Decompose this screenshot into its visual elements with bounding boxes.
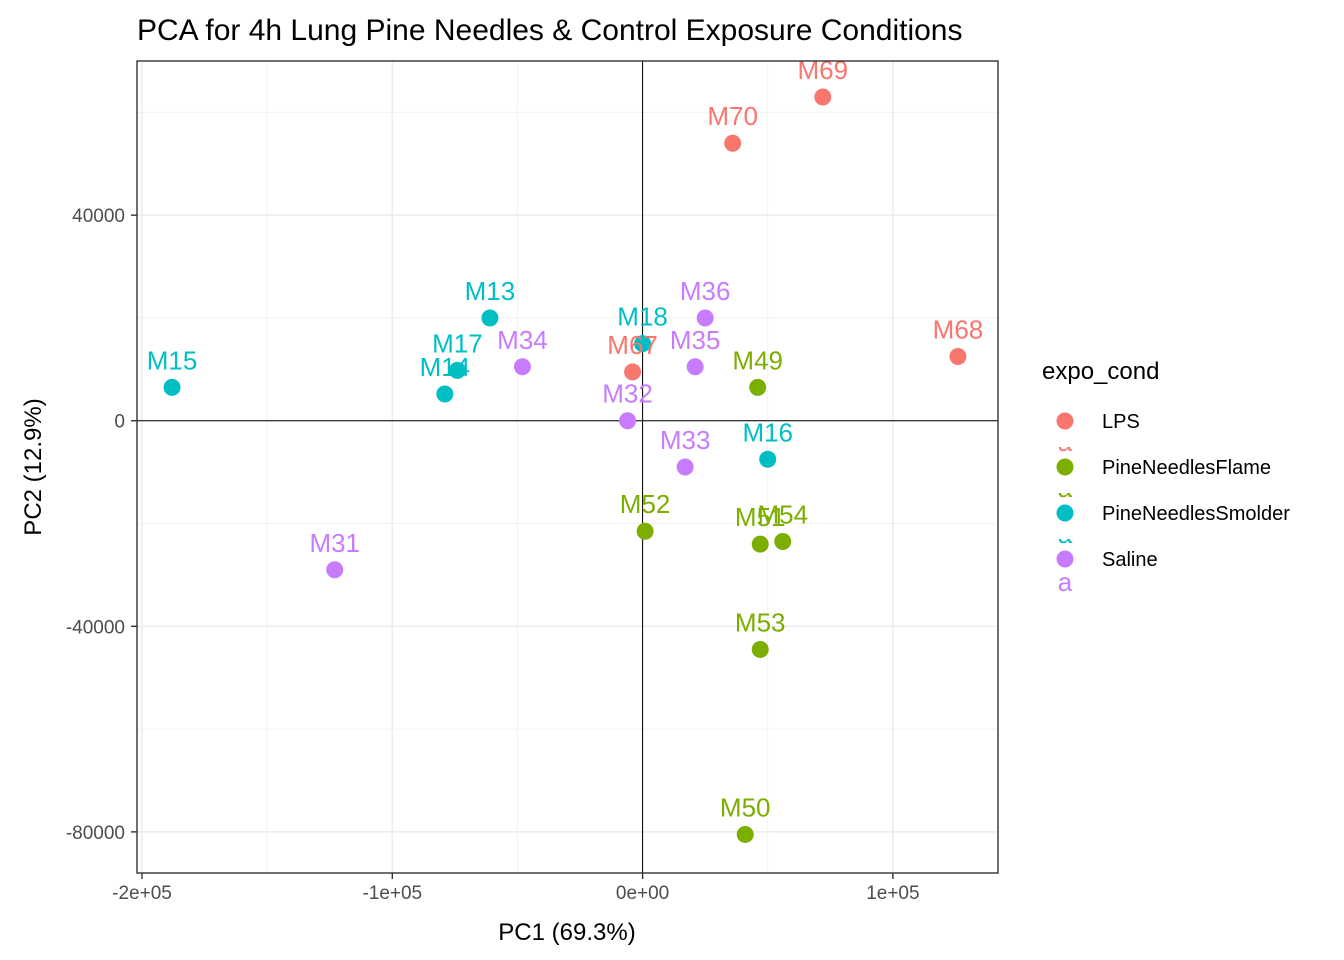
point-label-m68: M68 — [933, 315, 984, 345]
x-tick-label: -1e+05 — [362, 883, 422, 904]
point-label-m51: M51 — [735, 502, 786, 532]
x-tick-label: 0e+00 — [616, 883, 669, 904]
data-point-m53 — [751, 640, 769, 658]
legend-label: Saline — [1102, 549, 1158, 571]
legend-label: PineNeedlesSmolder — [1102, 503, 1290, 525]
x-axis-ticks: -2e+05 -1e+05 0e+00 1e+05 — [112, 873, 920, 904]
data-point-m33 — [676, 458, 694, 476]
data-point-m70 — [724, 134, 742, 152]
data-point-m35 — [686, 358, 704, 376]
point-label-m69: M69 — [798, 55, 849, 85]
legend-label: LPS — [1102, 411, 1140, 433]
x-axis-title: PC1 (69.3%) — [498, 919, 635, 946]
point-label-m15: M15 — [147, 345, 198, 375]
point-label-m33: M33 — [660, 425, 711, 455]
chart-title: PCA for 4h Lung Pine Needles & Control E… — [137, 14, 962, 47]
data-point-m36 — [696, 309, 714, 327]
x-tick-label: -2e+05 — [112, 883, 172, 904]
point-label-m13: M13 — [465, 276, 516, 306]
legend-key-point — [1056, 504, 1074, 522]
legend-key-mask — [1050, 432, 1080, 447]
point-label-m31: M31 — [309, 528, 360, 558]
x-tick-label: 1e+05 — [866, 883, 919, 904]
point-label-m36: M36 — [680, 276, 731, 306]
point-label-m52: M52 — [620, 489, 671, 519]
point-label-m14: M14 — [420, 352, 471, 382]
point-label-m34: M34 — [497, 325, 548, 355]
grid — [137, 61, 998, 873]
data-point-m16 — [759, 450, 777, 468]
data-point-m69 — [814, 88, 832, 106]
data-points — [163, 88, 967, 843]
point-label-m50: M50 — [720, 792, 771, 822]
data-point-m31 — [326, 561, 344, 579]
data-point-m18 — [634, 335, 652, 353]
legend: expo_cond aLPSaPineNeedlesFlameaPineNeed… — [1042, 358, 1290, 597]
y-axis-ticks: 40000 0 -40000 -80000 — [66, 206, 137, 844]
legend-key-mask — [1050, 524, 1080, 539]
y-tick-label: 40000 — [72, 206, 125, 227]
point-label-m32: M32 — [602, 379, 653, 409]
point-label-m18: M18 — [617, 302, 668, 332]
legend-label: PineNeedlesFlame — [1102, 457, 1271, 479]
legend-item-pineneedlessmolder: aPineNeedlesSmolder — [1050, 503, 1290, 549]
data-point-m67 — [624, 363, 642, 381]
point-label-m16: M16 — [742, 417, 793, 447]
data-point-m50 — [736, 825, 754, 843]
data-point-m32 — [619, 412, 637, 430]
legend-key-point — [1056, 550, 1074, 568]
data-point-m15 — [163, 378, 181, 396]
legend-item-pineneedlesflame: aPineNeedlesFlame — [1050, 457, 1271, 503]
legend-key-point — [1056, 458, 1074, 476]
y-axis-title: PC2 (12.9%) — [20, 398, 47, 535]
data-point-m13 — [481, 309, 499, 327]
reference-lines — [137, 61, 998, 873]
point-label-m17: M17 — [432, 328, 483, 358]
point-label-m35: M35 — [670, 325, 721, 355]
data-point-m68 — [949, 348, 967, 366]
point-label-m67: M67 — [607, 330, 658, 360]
data-point-m51 — [751, 535, 769, 553]
data-point-m52 — [636, 522, 654, 540]
legend-items: aLPSaPineNeedlesFlameaPineNeedlesSmolder… — [1050, 411, 1290, 597]
point-label-m53: M53 — [735, 607, 786, 637]
data-point-m34 — [513, 358, 531, 376]
data-point-m54 — [774, 533, 792, 551]
point-label-m49: M49 — [732, 345, 783, 375]
point-label-m70: M70 — [707, 101, 758, 131]
y-tick-label: -80000 — [66, 823, 125, 844]
legend-item-saline: a Saline — [1056, 549, 1158, 597]
y-tick-label: -40000 — [66, 617, 125, 638]
legend-key-text-glyph: a — [1058, 567, 1073, 597]
legend-item-lps: aLPS — [1050, 411, 1140, 457]
legend-key-point — [1056, 412, 1074, 430]
data-point-m17 — [448, 361, 466, 379]
y-tick-label: 0 — [114, 412, 125, 433]
point-label-m54: M54 — [757, 500, 808, 530]
legend-key-mask — [1050, 478, 1080, 493]
plot-panel-border — [136, 60, 999, 874]
legend-title: expo_cond — [1042, 358, 1159, 385]
data-point-m14 — [436, 385, 454, 403]
data-point-m49 — [749, 378, 767, 396]
